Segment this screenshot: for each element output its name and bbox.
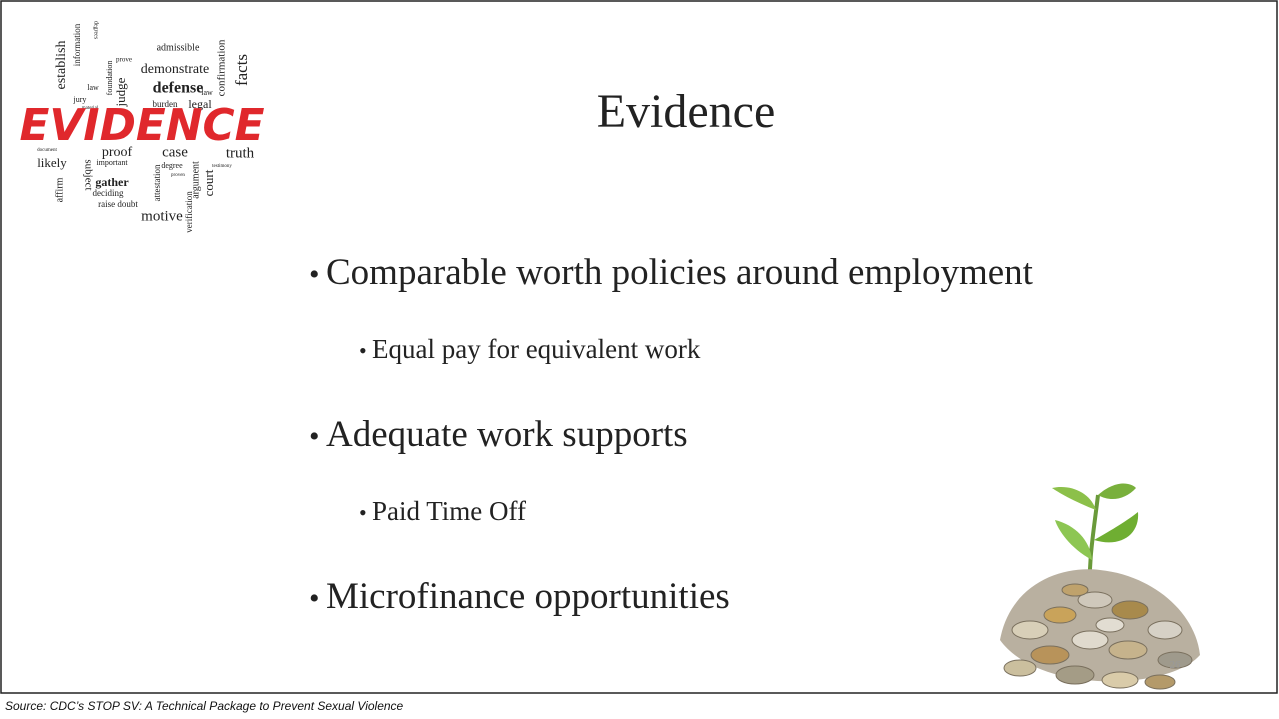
bullet-dot: • <box>359 338 367 363</box>
bullet-text: Adequate work supports <box>326 414 688 455</box>
word-cloud-word: information <box>72 23 82 66</box>
word-cloud-word: gather <box>95 175 129 189</box>
bullet-text: Microfinance opportunities <box>326 576 730 617</box>
word-cloud-word: law <box>201 88 213 97</box>
word-cloud-word: law <box>87 83 99 92</box>
bullet-dot: • <box>309 258 320 291</box>
word-cloud-word: attestation <box>152 164 162 201</box>
word-cloud-word: case <box>162 144 188 160</box>
word-cloud-word: facts <box>232 54 251 86</box>
bullet-dot: • <box>359 500 367 525</box>
word-cloud-word: important <box>96 158 128 167</box>
bullet-dot: • <box>309 420 320 453</box>
word-cloud-word: motive <box>141 208 183 224</box>
word-cloud-word: degree <box>161 161 183 170</box>
bullet-text: Comparable worth policies around employm… <box>326 252 1034 293</box>
word-cloud-word: prove <box>116 56 132 64</box>
sub-bullet-text: Equal pay for equivalent work <box>372 334 701 364</box>
word-cloud-word: verification <box>184 191 194 233</box>
word-cloud-word: document <box>37 148 57 153</box>
word-cloud-word: admissible <box>157 42 200 53</box>
word-cloud-headline: EVIDENCE <box>20 100 265 151</box>
word-cloud-word: likely <box>37 155 67 170</box>
word-cloud-word: raise doubt <box>98 199 138 209</box>
word-cloud-word: deciding <box>93 188 124 198</box>
word-cloud-word: establish <box>54 41 69 90</box>
word-cloud-word: proven <box>171 173 185 178</box>
word-cloud-word: truth <box>226 145 255 161</box>
word-cloud-word: demonstrate <box>141 62 209 77</box>
word-cloud-word: subject <box>82 159 94 190</box>
word-cloud-word: testimony <box>212 164 232 169</box>
word-cloud-word: defense <box>153 80 204 97</box>
bullet-dot: • <box>309 582 320 615</box>
page-number: 26 <box>1170 659 1182 671</box>
word-cloud-word: court <box>201 169 216 196</box>
slide: establishinformation degrees prove admissib… <box>0 0 1279 719</box>
source-note: Source: CDC’s STOP SV: A Technical Packa… <box>5 699 404 713</box>
word-cloud-word: confirmation <box>216 39 228 96</box>
sub-bullet-text: Paid Time Off <box>372 496 526 526</box>
slide-title: Evidence <box>597 85 776 138</box>
word-cloud-word: affirm <box>54 177 65 202</box>
word-cloud-word: degrees <box>93 21 99 40</box>
